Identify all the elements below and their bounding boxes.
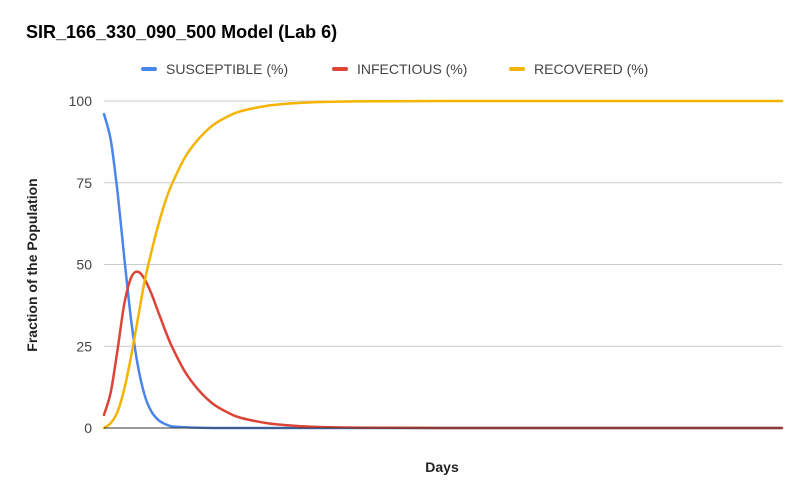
- y-tick-label: 100: [69, 93, 93, 109]
- chart-legend: SUSCEPTIBLE (%) INFECTIOUS (%) RECOVERED…: [0, 58, 808, 80]
- legend-item-recovered[interactable]: RECOVERED (%): [509, 58, 648, 80]
- x-axis-title: Days: [425, 459, 459, 475]
- y-tick-label: 75: [76, 175, 92, 191]
- chart-title: SIR_166_330_090_500 Model (Lab 6): [26, 22, 338, 42]
- y-tick-label: 0: [84, 420, 92, 436]
- legend-swatch-recovered: [509, 67, 525, 71]
- gridlines: [104, 100, 782, 347]
- legend-swatch-infectious: [332, 67, 348, 71]
- legend-item-susceptible[interactable]: SUSCEPTIBLE (%): [141, 58, 288, 80]
- series-line-infectious: [102, 270, 784, 430]
- y-tick-label: 25: [76, 338, 92, 354]
- legend-item-infectious[interactable]: INFECTIOUS (%): [332, 58, 467, 80]
- legend-label-infectious: INFECTIOUS (%): [357, 61, 468, 77]
- legend-swatch-susceptible: [141, 67, 157, 71]
- series-line-susceptible: [102, 112, 784, 430]
- y-tick-label: 50: [76, 257, 92, 273]
- y-axis-title: Fraction of the Population: [24, 178, 40, 352]
- legend-label-recovered: RECOVERED (%): [534, 61, 649, 77]
- y-axis-ticks: 0 25 50 75 100: [69, 93, 93, 436]
- series-line-recovered: [102, 99, 784, 430]
- legend-label-susceptible: SUSCEPTIBLE (%): [166, 61, 289, 77]
